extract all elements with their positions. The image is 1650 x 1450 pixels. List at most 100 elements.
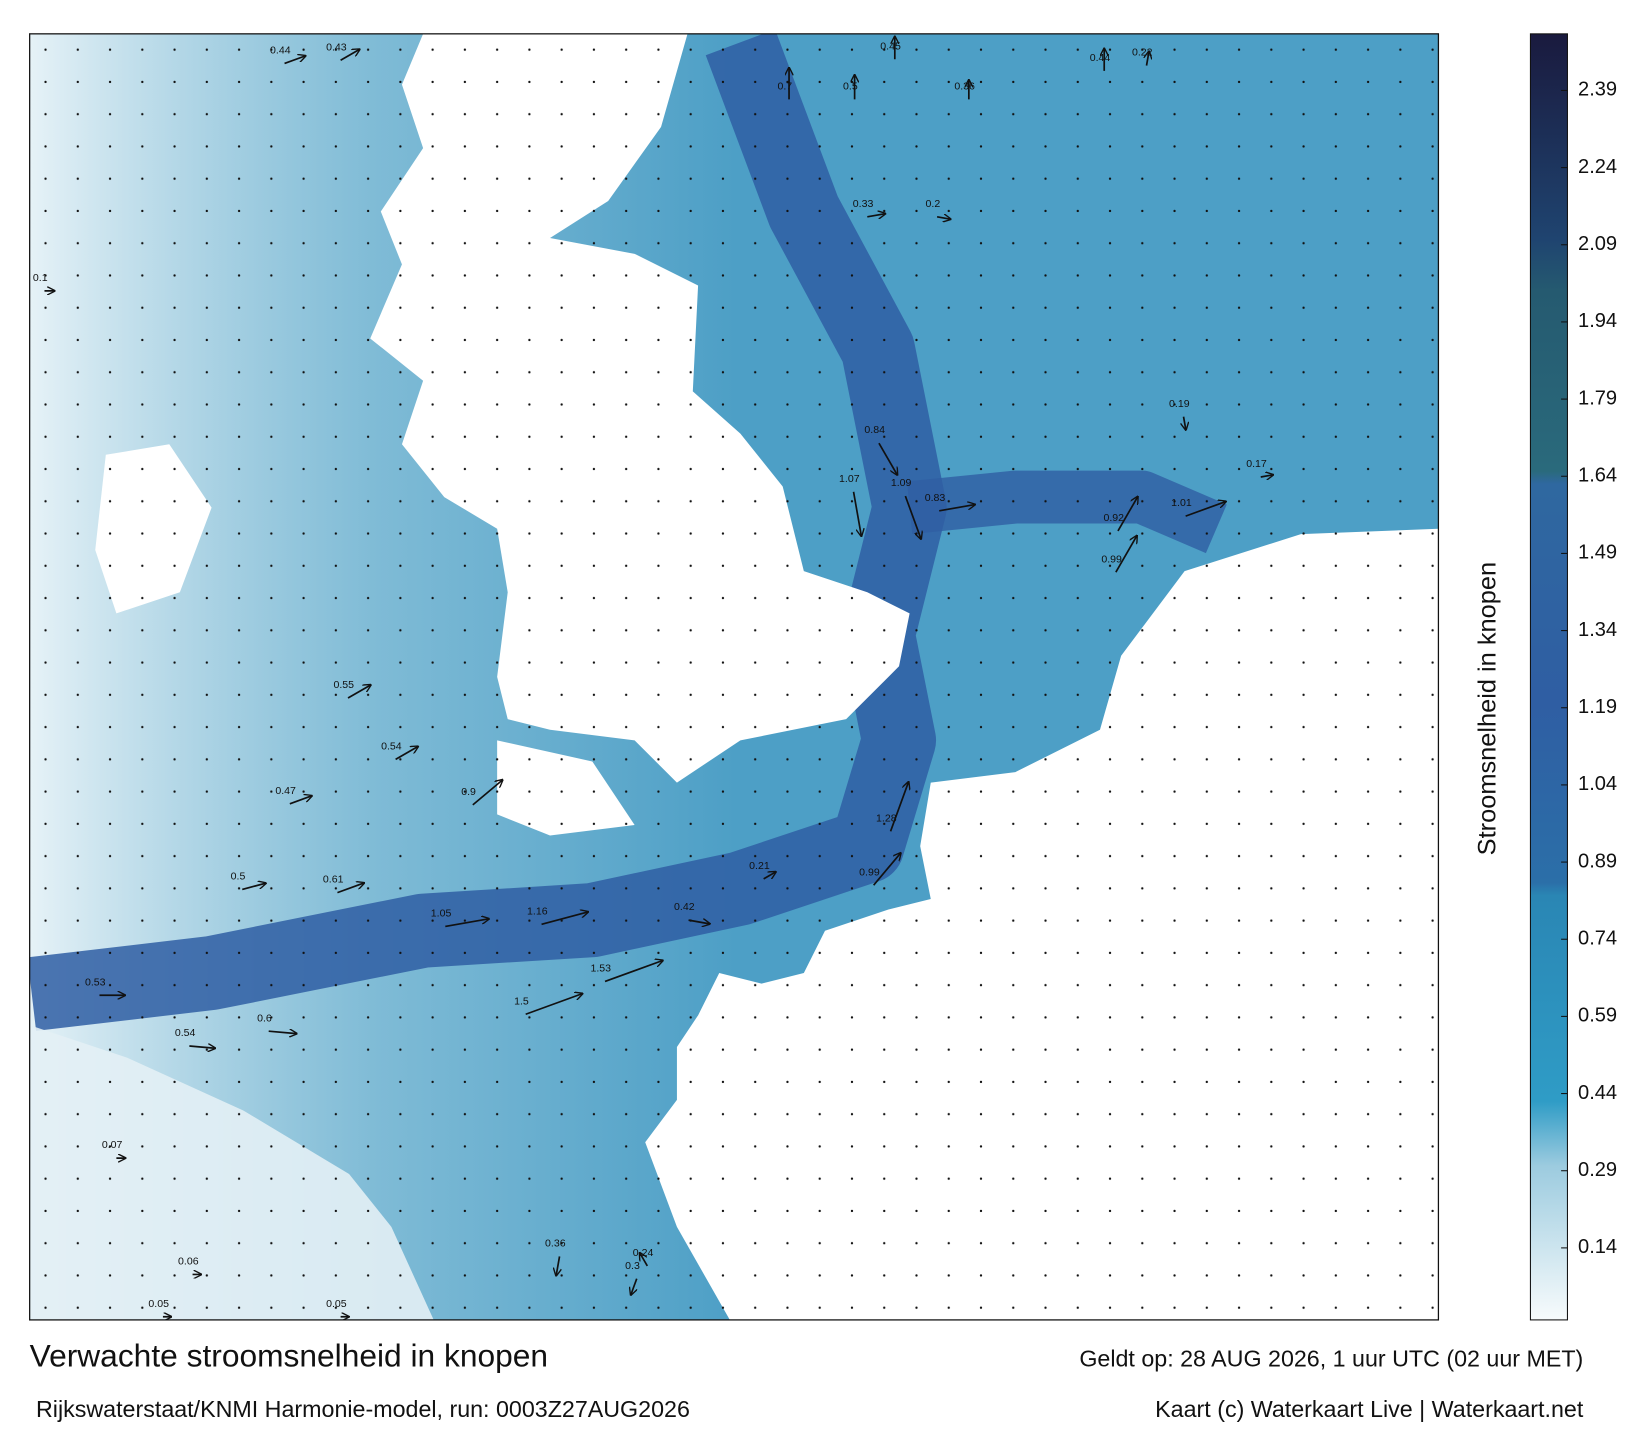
speed-label: 0.22 bbox=[1132, 47, 1153, 59]
speed-label: 0.05 bbox=[326, 1298, 347, 1310]
current-arrow bbox=[852, 491, 862, 536]
current-arrow bbox=[289, 796, 312, 805]
map-frame bbox=[29, 33, 1440, 1321]
current-arrow bbox=[889, 782, 909, 832]
colorbar-tick-label: 0.89 bbox=[1578, 850, 1617, 872]
current-arrow bbox=[242, 883, 265, 891]
current-arrow bbox=[873, 853, 901, 886]
current-arrow bbox=[395, 746, 418, 761]
current-arrow bbox=[640, 1253, 649, 1267]
speed-label: 0.36 bbox=[954, 81, 975, 93]
speed-label: 1.09 bbox=[891, 477, 912, 489]
colorbar-tick-label: 1.04 bbox=[1578, 773, 1617, 795]
current-arrow bbox=[763, 872, 776, 880]
current-arrow bbox=[525, 994, 583, 1016]
current-arrow bbox=[631, 1278, 638, 1295]
speed-label: 1.05 bbox=[431, 908, 452, 920]
speed-label: 0.1 bbox=[33, 272, 48, 284]
speed-label: 1.28 bbox=[876, 812, 897, 824]
speed-label: 0.55 bbox=[334, 679, 355, 691]
current-arrow bbox=[189, 1046, 215, 1048]
speed-label: 0.07 bbox=[102, 1139, 123, 1151]
colorbar-tick-label: 1.19 bbox=[1578, 696, 1617, 718]
current-arrow bbox=[936, 217, 950, 219]
speed-label: 1.07 bbox=[839, 473, 860, 485]
colorbar bbox=[1529, 33, 1568, 1321]
current-arrow bbox=[904, 495, 921, 539]
colorbar-tick-label: 1.79 bbox=[1578, 387, 1617, 409]
speed-label: 0.43 bbox=[326, 41, 347, 53]
current-arrow bbox=[867, 214, 885, 217]
colorbar-tick-label: 0.59 bbox=[1578, 1005, 1617, 1027]
speed-label: 0.7 bbox=[777, 81, 792, 93]
speed-label: 0.54 bbox=[175, 1027, 196, 1039]
speed-label: 0.47 bbox=[275, 785, 296, 797]
current-arrow bbox=[337, 883, 364, 894]
current-arrow bbox=[1185, 502, 1226, 517]
current-arrow bbox=[556, 1256, 559, 1275]
speed-label: 0.9 bbox=[461, 786, 476, 798]
speed-label: 0.19 bbox=[1169, 398, 1190, 410]
current-arrow bbox=[1115, 536, 1137, 573]
speed-label: 0.42 bbox=[674, 901, 695, 913]
colorbar-tick-label: 1.94 bbox=[1578, 310, 1617, 332]
speed-label: 0.36 bbox=[545, 1238, 566, 1250]
speed-label: 0.92 bbox=[1103, 512, 1124, 524]
speed-label: 1.5 bbox=[514, 995, 529, 1007]
current-arrow bbox=[340, 49, 360, 62]
colorbar-label: Stroomsnelheid in knopen bbox=[1474, 562, 1502, 855]
current-arrow bbox=[939, 505, 975, 512]
colorbar-tick-label: 1.34 bbox=[1578, 619, 1617, 641]
current-arrow bbox=[1117, 497, 1138, 532]
current-arrow bbox=[268, 1031, 297, 1033]
speed-label: 0.17 bbox=[1246, 458, 1267, 470]
speed-label: 0.24 bbox=[633, 1247, 654, 1259]
speed-label: 1.01 bbox=[1171, 497, 1192, 509]
speed-label: 0.54 bbox=[381, 740, 402, 752]
current-arrow bbox=[445, 919, 488, 928]
current-arrow bbox=[1260, 475, 1273, 477]
colorbar-tick-label: 2.09 bbox=[1578, 233, 1617, 255]
credit: Kaart (c) Waterkaart Live | Waterkaart.n… bbox=[1155, 1396, 1584, 1422]
speed-label: 0.53 bbox=[85, 976, 106, 988]
current-arrow bbox=[347, 685, 371, 699]
colorbar-tick-label: 1.49 bbox=[1578, 542, 1617, 564]
speed-label: 0.44 bbox=[270, 45, 291, 57]
speed-label: 0.6 bbox=[257, 1012, 272, 1024]
colorbar-tick-label: 0.74 bbox=[1578, 928, 1617, 950]
colorbar-tick-label: 0.14 bbox=[1578, 1236, 1617, 1258]
map-area: 0.44 0.43 0.7 0.5 0.45 0.36 0.44 0.22 0.84 1.09 1.… bbox=[29, 33, 1439, 1320]
colorbar-tick-label: 2.39 bbox=[1578, 79, 1617, 101]
current-arrow bbox=[604, 960, 663, 983]
speed-label: 0.5 bbox=[231, 871, 246, 883]
colorbar-tick-label: 0.29 bbox=[1578, 1159, 1617, 1181]
speed-label: 0.3 bbox=[625, 1260, 640, 1272]
speed-label: 0.83 bbox=[925, 492, 946, 504]
current-arrow bbox=[541, 912, 588, 926]
current-arrow bbox=[1147, 52, 1149, 66]
speed-label: 0.21 bbox=[749, 860, 770, 872]
speed-label: 0.05 bbox=[148, 1298, 169, 1310]
speed-label: 0.61 bbox=[323, 874, 344, 886]
speed-label: 0.84 bbox=[864, 424, 885, 436]
colorbar-tick-label: 2.24 bbox=[1578, 156, 1617, 178]
valid-time: Geldt op: 28 AUG 2026, 1 uur UTC (02 uur… bbox=[1079, 1345, 1583, 1371]
colorbar-tick-label: 0.44 bbox=[1578, 1082, 1617, 1104]
speed-label: 1.53 bbox=[591, 963, 612, 975]
speed-label: 1.16 bbox=[527, 905, 548, 917]
speed-label: 0.33 bbox=[853, 198, 874, 210]
current-arrow bbox=[472, 780, 503, 806]
current-arrow bbox=[1184, 416, 1186, 430]
speed-label: 0.45 bbox=[880, 40, 901, 52]
speed-label: 0.5 bbox=[843, 81, 858, 93]
current-arrow bbox=[284, 56, 306, 65]
speed-label: 0.99 bbox=[1101, 553, 1122, 565]
vector-grid bbox=[29, 33, 1439, 1320]
current-arrow bbox=[878, 442, 897, 475]
subtitle: Rijkswaterstaat/KNMI Harmonie-model, run… bbox=[36, 1396, 690, 1422]
speed-label: 0.99 bbox=[859, 866, 880, 878]
speed-label: 0.44 bbox=[1090, 52, 1111, 64]
speed-label: 0.06 bbox=[178, 1256, 199, 1268]
colorbar-tick-label: 1.64 bbox=[1578, 465, 1617, 487]
